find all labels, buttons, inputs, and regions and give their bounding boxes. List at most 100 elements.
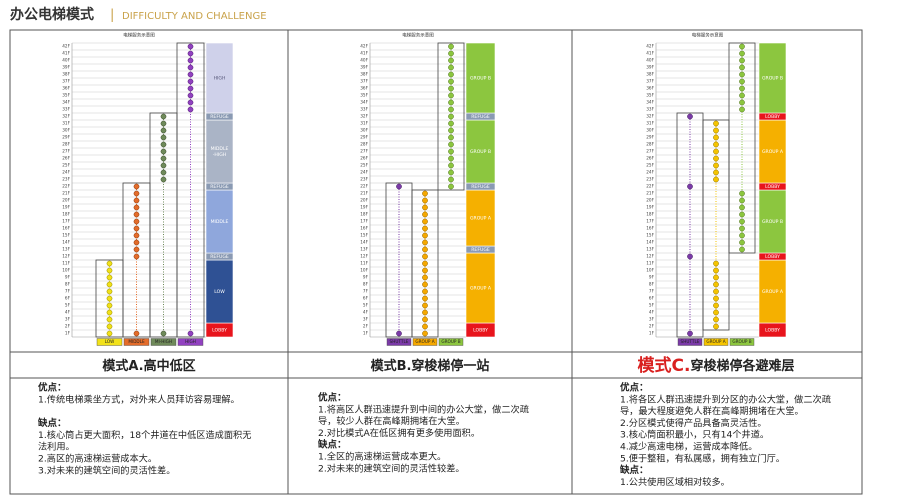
zone-label: REFUGE [210,114,229,120]
stop-dot [448,134,454,141]
floor-label: 8F [363,282,369,287]
stop-dot [739,78,745,85]
panel-title-part: 穿梭梯停各避难层 [690,358,794,374]
stop-dot [133,253,140,260]
shaft-label-bg [438,338,464,346]
floor-label: 20F [62,198,70,203]
stop-dot [713,267,719,274]
stop-dot [396,330,402,337]
shaft-label-bg [729,338,755,346]
shaft-label: LOW [105,339,115,344]
stop-dot [713,127,719,134]
floor-label: 19F [360,205,368,210]
stop-dot [713,155,719,162]
floor-label: 35F [646,93,654,98]
floor-label: 1F [649,331,655,336]
stop-dot [687,330,693,337]
section-heading: 优点： [318,392,347,404]
section-item: 4.减少高速电梯，运营成本降低。 [620,441,757,453]
stop-dot [160,155,167,162]
stop-dot [160,169,167,176]
section-item: 3.对未来的建筑空间的灵活性差。 [38,464,175,476]
floor-label: 25F [62,163,70,168]
floor-label: 35F [62,93,70,98]
floor-label: 30F [646,128,654,133]
stop-dot [422,204,428,211]
zone-label: REFUGE [210,184,229,190]
floor-label: 9F [65,275,71,280]
floor-label: 39F [62,65,70,70]
outer-frame [9,29,863,495]
page-subtitle: DIFFICULTY AND CHALLENGE [122,11,267,22]
stop-dot [448,43,454,50]
shaft-label-bg [677,338,703,346]
stop-dot [133,225,140,232]
shaft-label: MIDDLE [128,339,145,344]
stop-dot [422,260,428,267]
stop-dot [739,50,745,57]
floor-label: 2F [65,324,71,329]
stop-dot [187,43,194,50]
stop-dot [448,120,454,127]
floor-label: 5F [363,303,369,308]
stop-dot [133,211,140,218]
shaft-label: GROUP A [706,339,725,344]
stop-dot [739,197,745,204]
stop-dot [448,113,454,120]
zone-label: LOBBY [473,328,488,334]
stop-dot [422,211,428,218]
stop-dot [133,190,140,197]
panel-title-part: 模式B.穿梭梯停一站 [371,358,490,374]
stop-dot [187,85,194,92]
floor-label: 34F [646,100,654,105]
floor-label: 14F [360,240,368,245]
floor-label: 33F [646,107,654,112]
stop-dot [422,323,428,330]
stop-dot [422,246,428,253]
shaft-label-bg [177,338,204,346]
floor-label: 30F [360,128,368,133]
floor-label: 28F [646,142,654,147]
floor-label: 25F [646,163,654,168]
stop-dot [448,78,454,85]
zone [465,252,496,324]
zone-label: GROUP B [762,219,783,225]
zone-label: MIDDLE [211,146,229,152]
stop-dot [106,323,113,330]
stop-dot [422,288,428,295]
floor-label: 24F [646,170,654,175]
floor-label: 40F [646,58,654,63]
stop-dot [106,330,113,337]
stop-dot [160,176,167,183]
floor-label: 2F [363,324,369,329]
stop-dot [739,92,745,99]
stop-dot [160,113,167,120]
floor-label: 41F [646,51,654,56]
stop-dot [133,246,140,253]
floor-label: 37F [62,79,70,84]
stop-dot [713,134,719,141]
zone [465,189,496,247]
floor-label: 24F [360,170,368,175]
stop-dot [422,295,428,302]
section-item: 1.全区的高速梯运营成本更大。 [318,451,446,463]
stop-dot [713,288,719,295]
floor-label: 12F [360,254,368,259]
floor-label: 36F [62,86,70,91]
floor-label: 10F [360,268,368,273]
floor-label: 23F [646,177,654,182]
stop-dot [133,183,140,190]
stop-dot [133,330,140,337]
stop-dot [187,50,194,57]
stop-dot [448,99,454,106]
section-item: 3.核心筒面积最小，只有14个井道。 [620,429,769,441]
section-heading: 缺点： [37,417,67,429]
zone-label: GROUP A [762,289,784,295]
stop-dot [160,162,167,169]
floor-label: 6F [363,296,369,301]
floor-label: 13F [62,247,70,252]
floor-label: 38F [62,72,70,77]
floor-label: 36F [360,86,368,91]
floor-label: 17F [360,219,368,224]
stop-dot [448,162,454,169]
